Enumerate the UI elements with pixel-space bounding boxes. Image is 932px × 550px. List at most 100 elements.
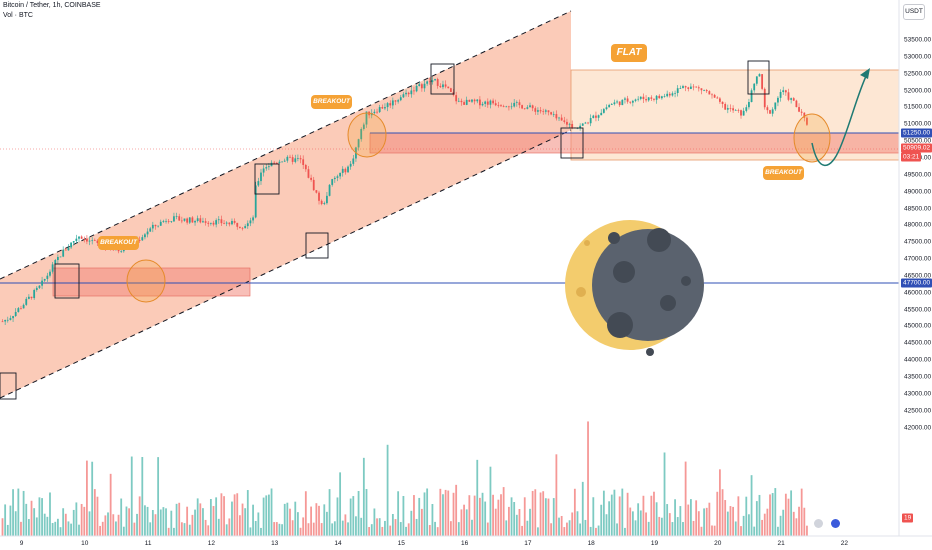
volume-bar: [46, 516, 49, 536]
x-tick-label: 16: [460, 540, 469, 547]
volume-bar: [719, 469, 721, 536]
volume-bar: [244, 508, 247, 536]
candle-body: [217, 219, 220, 221]
flag-icon[interactable]: [831, 519, 840, 528]
candle-body: [289, 156, 291, 158]
volume-bar: [104, 515, 107, 536]
volume-bar: [112, 514, 115, 536]
volume-bar: [278, 523, 281, 536]
candle-body: [452, 91, 455, 96]
volume-bar: [650, 495, 653, 536]
volume-bar: [236, 493, 239, 536]
currency-button[interactable]: USDT: [903, 4, 925, 20]
volume-bar: [742, 515, 745, 536]
volume-bar: [357, 491, 360, 536]
volume-bar: [56, 518, 59, 536]
volume-bar: [30, 500, 33, 536]
y-tick-label: 51500.00: [904, 103, 932, 111]
candle-body: [231, 220, 233, 225]
volume-bar: [220, 493, 223, 536]
volume-bar: [20, 521, 22, 536]
candle-body: [777, 97, 779, 103]
x-tick-label: 11: [144, 540, 152, 547]
volume-bar: [521, 525, 523, 536]
candle-body: [38, 285, 41, 288]
candle-body: [505, 106, 508, 108]
candle-body: [297, 158, 299, 159]
countdown-tag: 03:21: [901, 152, 922, 162]
x-tick-label: 17: [524, 540, 532, 547]
candle-body: [360, 129, 363, 140]
volume-bar: [550, 523, 553, 536]
volume-bar: [154, 514, 157, 536]
volume-bar: [75, 502, 78, 536]
candle-body: [59, 256, 62, 258]
candle-body: [552, 114, 555, 115]
candle-body: [326, 195, 328, 204]
volume-bar: [460, 509, 463, 536]
volume-bar: [175, 503, 178, 536]
volume-bar: [784, 493, 787, 536]
candle-body: [726, 108, 729, 110]
candle-body: [299, 158, 302, 160]
volume-bar: [38, 497, 41, 536]
volume-bar: [724, 500, 727, 536]
candle-body: [151, 224, 154, 229]
volume-bar: [307, 523, 310, 536]
volume-bar: [120, 498, 123, 536]
candle-body: [500, 105, 502, 107]
volume-bar: [344, 514, 347, 536]
candle-body: [291, 157, 294, 162]
candle-body: [473, 99, 476, 102]
candle-body: [209, 222, 212, 224]
volume-bar: [558, 517, 560, 536]
price-tag-level: 51250.00: [901, 128, 932, 138]
volume-bar: [645, 512, 647, 536]
volume-bar: [349, 498, 352, 536]
volume-bar: [88, 511, 91, 536]
candle-body: [494, 103, 497, 106]
volume-bar: [9, 505, 12, 536]
candle-body: [328, 184, 331, 196]
volume-bar: [708, 502, 711, 536]
candle-body: [323, 203, 326, 205]
candle-body: [225, 222, 228, 224]
flat-label: FLAT: [611, 44, 647, 62]
volume-bar: [729, 506, 732, 536]
candle-body: [357, 139, 360, 148]
volume-bar: [457, 522, 460, 536]
volume-bar: [697, 511, 700, 536]
candle-body: [713, 94, 716, 98]
volume-bar: [228, 518, 231, 536]
event-icon[interactable]: [814, 519, 823, 528]
volume-bar: [792, 511, 795, 536]
price-tag-level: 47700.00: [901, 278, 932, 288]
candle-body: [402, 94, 405, 98]
breakout-circle: [126, 259, 166, 303]
volume-bar: [384, 520, 386, 536]
candle-body: [120, 251, 123, 252]
candle-body: [262, 168, 265, 173]
candle-body: [595, 115, 597, 118]
volume-bar: [463, 504, 465, 536]
volume-bar: [286, 502, 289, 536]
candle-body: [1, 321, 4, 323]
candle-body: [732, 108, 734, 111]
candle-body: [592, 115, 595, 119]
volume-bar: [67, 521, 70, 536]
candle-body: [14, 311, 17, 317]
candle-body: [769, 110, 771, 114]
volume-bar: [711, 525, 713, 536]
candle-body: [159, 221, 162, 226]
candle-body: [508, 106, 510, 108]
candle-body: [80, 236, 83, 239]
x-tick-label: 22: [840, 540, 849, 547]
candle-body: [784, 90, 787, 93]
volume-bar: [647, 521, 650, 536]
volume-bar: [186, 506, 189, 536]
highlight-box: [430, 63, 455, 95]
volume-bar: [136, 513, 138, 536]
candle-body: [381, 107, 384, 109]
candle-body: [426, 81, 429, 84]
